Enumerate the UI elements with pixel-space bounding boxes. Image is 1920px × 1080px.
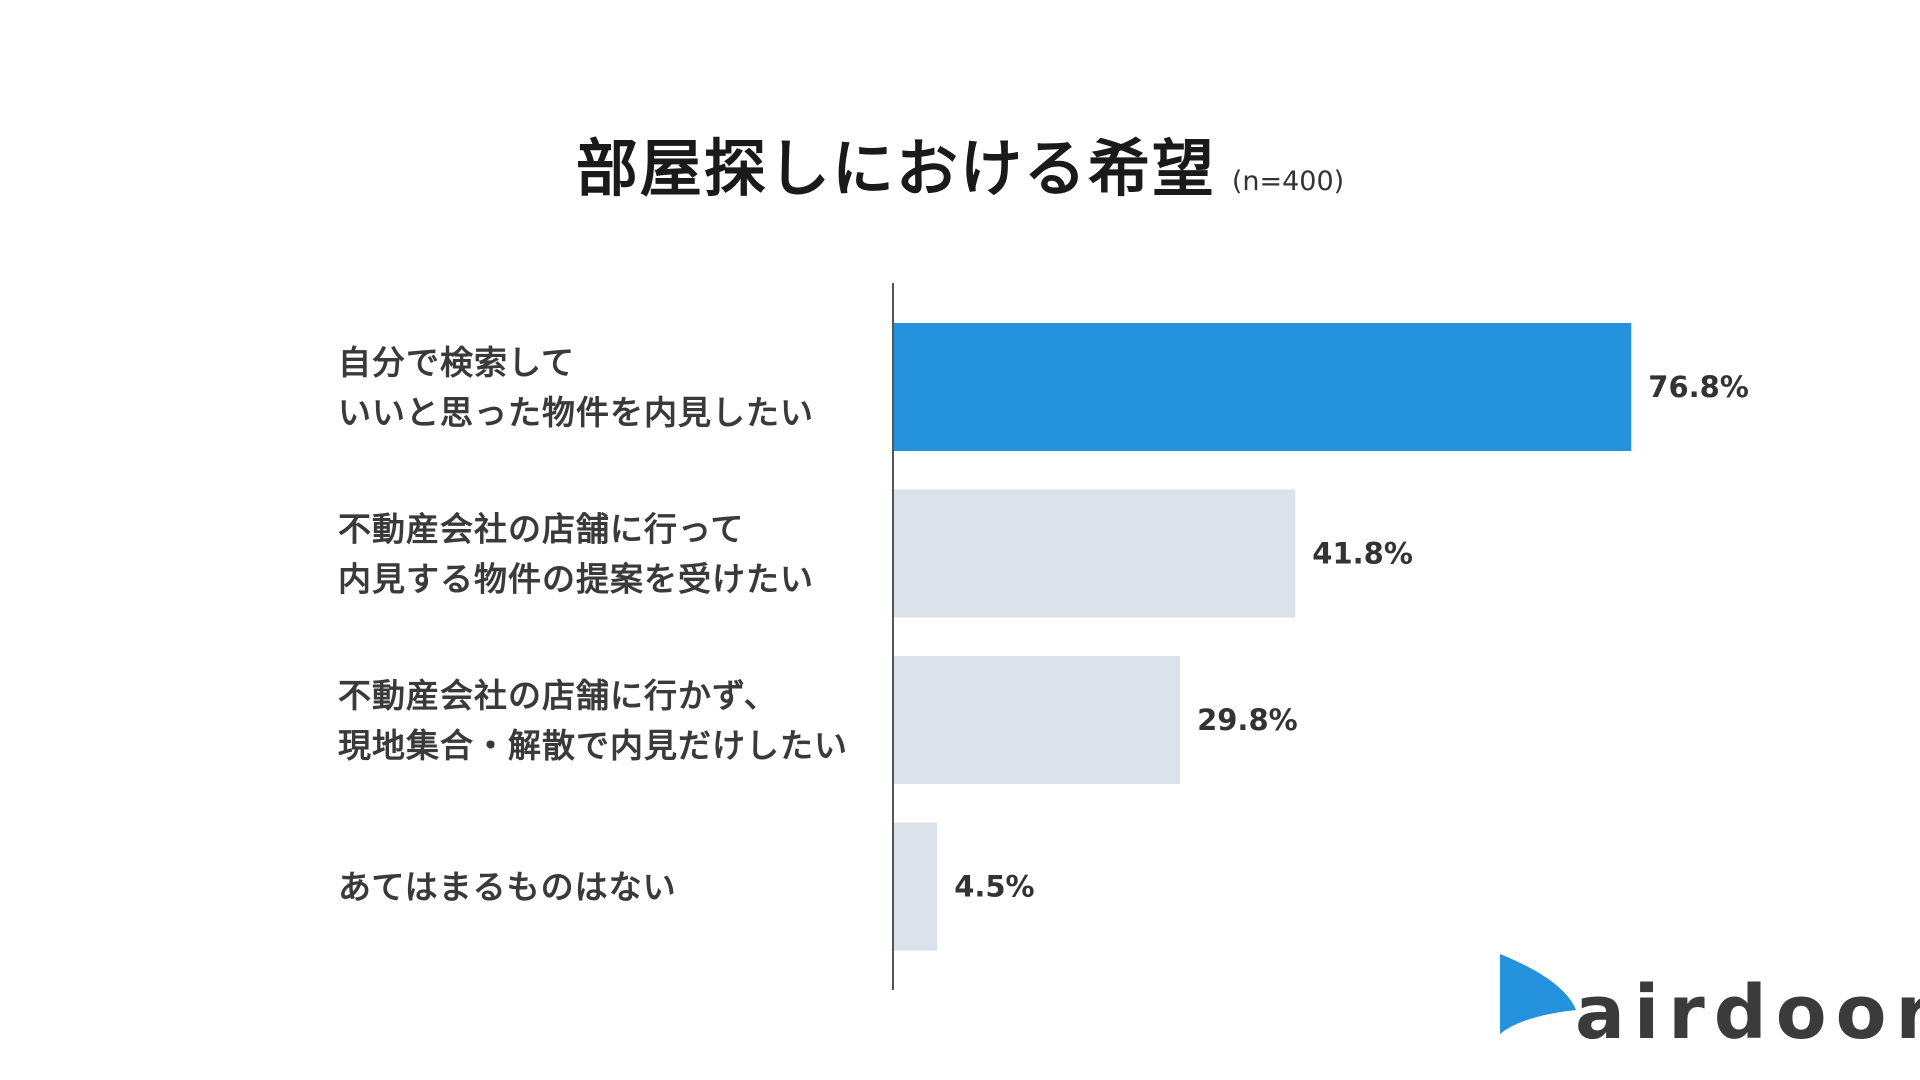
category-label-4-line-1: あてはまるものはない	[338, 868, 677, 907]
category-label-3-line-2: 現地集合・解散で内見だけしたい	[338, 726, 848, 765]
value-label-1: 76.8%	[1648, 370, 1749, 404]
bar-1	[894, 323, 1632, 451]
logo-text: airdoor	[1575, 970, 1920, 1056]
category-label-2-line-2: 内見する物件の提案を受けたい	[338, 560, 814, 599]
value-label-4: 4.5%	[954, 870, 1034, 904]
chart-title-area: 部屋探しにおける希望 (n=400)	[0, 118, 1920, 208]
category-label-3-line-1: 不動産会社の店舗に行かず、	[338, 676, 778, 715]
bar-3	[894, 656, 1181, 784]
chart-title: 部屋探しにおける希望	[575, 132, 1216, 205]
category-label-1-line-1: 自分で検索して	[338, 343, 575, 382]
chart-subtitle: (n=400)	[1231, 166, 1345, 197]
bar-4	[894, 822, 938, 951]
value-label-2: 41.8%	[1312, 537, 1413, 571]
value-label-3: 29.8%	[1197, 703, 1298, 737]
category-label-1-line-2: いいと思った物件を内見したい	[338, 393, 814, 432]
bar-2	[894, 489, 1296, 618]
airdoor-flag-icon	[1500, 954, 1576, 1034]
category-label-2-line-1: 不動産会社の店舗に行って	[338, 510, 744, 549]
